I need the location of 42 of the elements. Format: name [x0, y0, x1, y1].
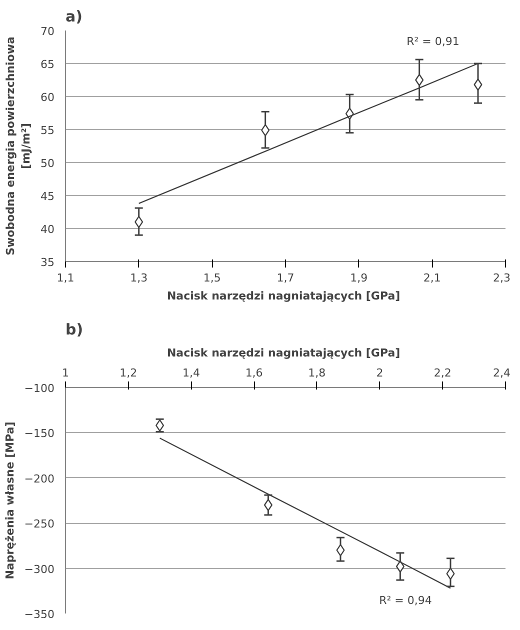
x-tick-label: 2,3	[493, 272, 511, 284]
y-tick-label: 40	[40, 223, 55, 236]
chart-title: a)	[66, 8, 82, 26]
x-tick-label: 1,8	[308, 366, 326, 380]
y-axis-title: Swobodna energia powierzchniowa [mJ/m²]	[4, 36, 33, 256]
y-tick-label: 60	[40, 91, 55, 104]
y-tick-label: 35	[40, 256, 55, 269]
x-tick-label: 2,2	[434, 366, 452, 380]
annotation: R² = 0,94	[379, 594, 432, 608]
x-tick-label: 1,6	[245, 366, 263, 380]
y-tick-label: −100	[24, 382, 55, 395]
y-tick-label: 45	[40, 190, 55, 203]
point	[474, 78, 482, 91]
x-tick-label: 1,3	[130, 272, 148, 284]
point	[261, 124, 270, 136]
point	[134, 216, 144, 228]
x-tick-label: 2,1	[423, 272, 441, 284]
y-tick-label: 65	[40, 58, 55, 71]
y-tick-label: −250	[24, 518, 55, 531]
x-tick-label: 2	[376, 366, 384, 380]
x-tick-label: 1,5	[203, 272, 221, 284]
y-tick-label: 50	[40, 157, 55, 170]
y-tick-label: −350	[24, 608, 55, 621]
y-tick-label: −300	[24, 562, 55, 576]
x-tick-label: 1,7	[276, 272, 294, 284]
x-tick-label: 1,9	[350, 272, 368, 284]
x-axis-title: Nacisk narzędzi nagniatających [GPa]	[166, 290, 400, 302]
y-axis-title: Naprężenia własne [MPa]	[3, 422, 16, 580]
x-tick-label: 1,2	[120, 366, 138, 380]
y-tick-label: 70	[40, 25, 55, 38]
x-tick-label: 1,4	[182, 366, 200, 380]
x-tick-label: 1	[62, 366, 69, 380]
x-tick-label: 2,4	[493, 366, 511, 380]
x-tick-label: 1,1	[56, 272, 74, 284]
point	[446, 568, 455, 580]
y-tick-label: −150	[24, 427, 55, 440]
y-tick-label: 55	[40, 124, 55, 137]
chart-title: b)	[66, 320, 84, 338]
x-axis-title: Nacisk narzędzi nagniatających [GPa]	[166, 346, 400, 360]
point	[336, 544, 345, 556]
y-tick-label: −200	[24, 472, 55, 486]
annotation: R² = 0,91	[406, 35, 460, 48]
